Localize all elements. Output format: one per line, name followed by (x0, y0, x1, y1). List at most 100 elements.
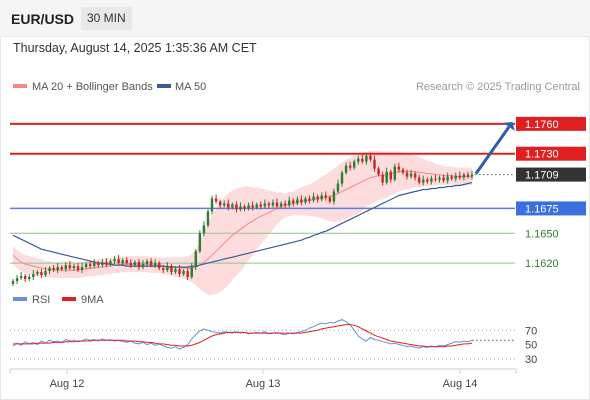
candle-body (214, 198, 218, 202)
candle-body (72, 266, 76, 269)
resistance-label: 1.1760 (525, 119, 559, 131)
candle-body (158, 263, 161, 269)
ma50-legend-swatch (157, 84, 171, 88)
rsi-ma-line (13, 324, 473, 348)
candle-body (442, 177, 445, 181)
candle-body (129, 263, 133, 266)
support-label-minor: 1.1620 (525, 258, 559, 270)
candle-body (141, 264, 145, 268)
candle-body (300, 199, 303, 203)
candle-body (243, 206, 246, 209)
candle-body (149, 261, 153, 266)
candle-body (125, 260, 128, 264)
x-tick-label: Aug 14 (443, 378, 478, 390)
candle-body (105, 262, 108, 265)
support-label-minor: 1.1650 (525, 228, 559, 240)
candle-body (422, 179, 425, 183)
candle-body (206, 211, 210, 226)
candle-body (271, 202, 275, 206)
candle-body (385, 171, 388, 183)
credit-label: Research © 2025 Trading Central (416, 81, 580, 93)
candle-body (328, 197, 332, 202)
candle-body (324, 195, 327, 198)
ma50-line (12, 182, 473, 268)
rsi-ma-legend-label: 9MA (81, 294, 104, 306)
candle-body (60, 267, 63, 270)
timeframe-badge[interactable]: 30 MIN (81, 7, 132, 30)
rsi-panel: 70 50 30 (10, 319, 537, 366)
resistance-badge (516, 116, 586, 131)
candle-body (190, 267, 193, 278)
candle-body (186, 271, 189, 278)
candle-body (344, 165, 348, 173)
candle-body (231, 204, 234, 208)
candle-body (466, 174, 470, 177)
candle-body (336, 183, 340, 192)
candle-body (227, 203, 230, 208)
candle-body (166, 266, 169, 271)
rsi-legend-swatch (13, 297, 27, 301)
candle-body (235, 204, 238, 210)
candle-body (259, 204, 262, 207)
candle-body (361, 158, 364, 162)
candle-body (218, 201, 222, 206)
rsi-tick-label: 70 (525, 325, 537, 337)
candle-body (389, 171, 392, 180)
candle-body (64, 265, 68, 270)
candle-body (153, 263, 157, 266)
resistance-badge (516, 146, 586, 161)
candle-body (369, 155, 372, 160)
price-level-labels: 1.1760 1.1730 1.1709 1.1675 1.1650 1.1620 (516, 116, 586, 270)
candle-body (365, 155, 368, 162)
candle-body (109, 261, 112, 265)
forecast-arrow (474, 121, 515, 175)
candle-body (470, 174, 474, 177)
candles (11, 152, 474, 286)
candle-body (162, 268, 165, 271)
candle-body (56, 267, 59, 271)
candle-body (450, 176, 453, 179)
ma50-legend-label: MA 50 (175, 81, 206, 93)
candle-body (401, 169, 405, 173)
candle-body (308, 198, 311, 201)
candle-body (438, 177, 441, 180)
candle-body (23, 276, 27, 280)
candle-body (287, 200, 291, 206)
candle-body (381, 174, 384, 183)
candle-body (76, 266, 80, 271)
current-price-label: 1.1709 (525, 170, 559, 182)
rsi-legend-label: RSI (32, 294, 50, 306)
candle-body (48, 268, 51, 272)
candle-body (174, 269, 177, 273)
rsi-tick-label: 30 (525, 354, 537, 366)
candle-body (182, 271, 185, 275)
candle-body (44, 271, 47, 276)
candle-body (11, 281, 15, 285)
current-price-pointer (516, 168, 522, 181)
candle-body (397, 166, 401, 170)
x-axis: Aug 12 Aug 13 Aug 14 (9, 369, 517, 390)
price-levels (10, 122, 515, 264)
candle-body (88, 264, 92, 267)
candle-body (304, 198, 307, 203)
candle-body (255, 204, 258, 208)
candle-body (373, 159, 376, 169)
candle-body (393, 166, 397, 180)
candle-body (332, 191, 336, 202)
bollinger-bands (13, 150, 472, 295)
candle-body (170, 266, 173, 273)
x-tick-label: Aug 12 (50, 378, 85, 390)
candle-body (340, 172, 344, 184)
candle-body (312, 196, 315, 201)
candle-body (348, 165, 352, 168)
candle-body (405, 172, 409, 177)
resistance-label: 1.1730 (525, 149, 559, 161)
candle-body (202, 225, 206, 234)
forecast-arrow-head (503, 121, 515, 131)
datetime-label: Thursday, August 14, 2025 1:35:36 AM CET (13, 41, 257, 55)
candle-body (320, 195, 323, 200)
candle-body (377, 168, 380, 175)
candle-body (409, 173, 413, 177)
candle-body (267, 203, 271, 206)
candle-body (133, 262, 137, 266)
